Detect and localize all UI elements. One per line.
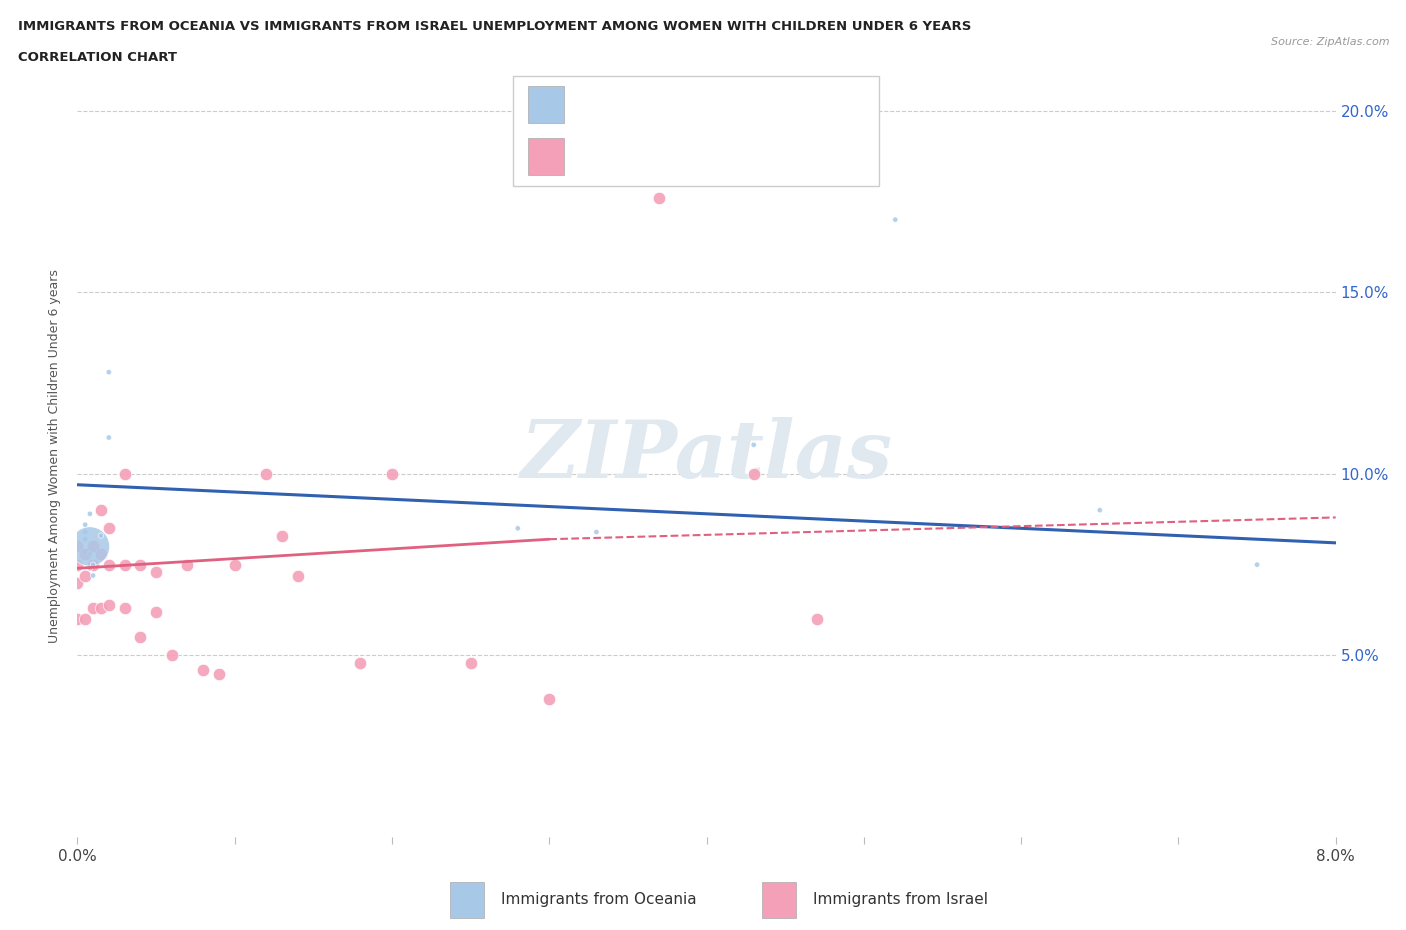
Point: [75, 517, 97, 532]
Point: [90, 546, 112, 561]
Point: [79, 506, 101, 521]
Point: [114, 601, 136, 616]
Text: N =: N =: [740, 95, 772, 113]
Point: [97, 430, 120, 445]
Text: 17: 17: [813, 95, 834, 113]
FancyBboxPatch shape: [527, 86, 564, 124]
Point: [90, 503, 112, 518]
Point: [1088, 503, 1111, 518]
FancyBboxPatch shape: [513, 76, 879, 186]
Text: Source: ZipAtlas.com: Source: ZipAtlas.com: [1271, 37, 1389, 47]
FancyBboxPatch shape: [450, 882, 484, 918]
Point: [66, 557, 89, 572]
Point: [460, 656, 482, 671]
Text: R =: R =: [579, 95, 610, 113]
Point: [75, 546, 97, 561]
Point: [806, 612, 828, 627]
Point: [287, 568, 309, 583]
Point: [1246, 557, 1268, 572]
Text: IMMIGRANTS FROM OCEANIA VS IMMIGRANTS FROM ISRAEL UNEMPLOYMENT AMONG WOMEN WITH : IMMIGRANTS FROM OCEANIA VS IMMIGRANTS FR…: [18, 20, 972, 33]
Text: Immigrants from Oceania: Immigrants from Oceania: [501, 892, 696, 908]
Point: [75, 612, 97, 627]
Point: [381, 467, 404, 482]
Point: [97, 521, 120, 536]
Text: CORRELATION CHART: CORRELATION CHART: [18, 51, 177, 64]
Point: [270, 528, 292, 543]
Point: [176, 557, 198, 572]
Point: [66, 539, 89, 554]
Point: [129, 630, 152, 644]
Text: ZIPatlas: ZIPatlas: [520, 417, 893, 495]
Point: [114, 467, 136, 482]
Point: [145, 604, 167, 619]
Point: [191, 662, 215, 677]
Text: -0.091: -0.091: [652, 95, 706, 113]
Point: [97, 557, 120, 572]
Text: 0.028: 0.028: [652, 147, 699, 165]
Point: [79, 539, 101, 554]
Point: [79, 546, 101, 561]
Point: [75, 525, 97, 539]
Point: [114, 557, 136, 572]
Point: [75, 568, 97, 583]
Point: [208, 666, 231, 681]
FancyBboxPatch shape: [762, 882, 796, 918]
Point: [585, 525, 607, 539]
Text: N =: N =: [740, 147, 772, 165]
Point: [66, 612, 89, 627]
Point: [79, 561, 101, 576]
Point: [82, 568, 104, 583]
Point: [160, 648, 183, 663]
Y-axis label: Unemployment Among Women with Children Under 6 years: Unemployment Among Women with Children U…: [48, 269, 62, 643]
Point: [506, 521, 529, 536]
Point: [90, 528, 112, 543]
FancyBboxPatch shape: [527, 138, 564, 175]
Point: [97, 597, 120, 612]
Point: [82, 539, 104, 554]
Point: [90, 601, 112, 616]
Text: Immigrants from Israel: Immigrants from Israel: [813, 892, 987, 908]
Point: [349, 656, 371, 671]
Point: [742, 467, 765, 482]
Point: [538, 692, 561, 707]
Point: [82, 557, 104, 572]
Point: [742, 437, 765, 452]
Point: [884, 212, 907, 227]
Point: [97, 365, 120, 379]
Point: [75, 532, 97, 547]
Text: 38: 38: [813, 147, 834, 165]
Point: [224, 557, 246, 572]
Point: [145, 565, 167, 579]
Point: [648, 191, 671, 206]
Point: [66, 576, 89, 591]
Point: [129, 557, 152, 572]
Text: R =: R =: [579, 147, 610, 165]
Point: [82, 557, 104, 572]
Point: [82, 601, 104, 616]
Point: [254, 467, 277, 482]
